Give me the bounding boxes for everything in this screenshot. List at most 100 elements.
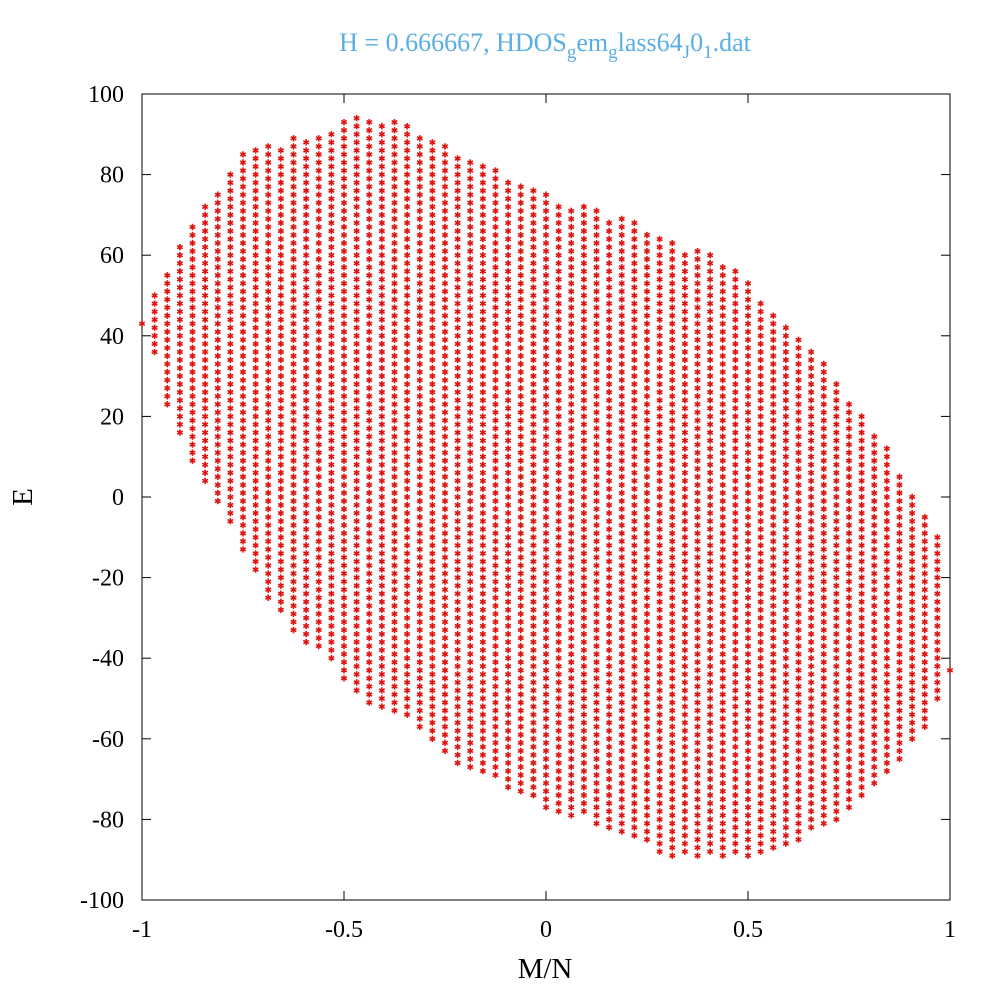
data-point xyxy=(542,530,550,537)
data-point xyxy=(643,376,651,384)
data-point xyxy=(290,352,297,360)
data-point xyxy=(605,558,613,565)
data-point xyxy=(820,804,827,811)
data-point xyxy=(631,816,638,823)
data-point xyxy=(265,384,272,392)
data-point xyxy=(681,260,689,267)
data-point xyxy=(706,389,714,396)
data-point xyxy=(391,199,398,207)
data-point xyxy=(328,211,335,219)
data-point xyxy=(782,526,790,533)
data-point xyxy=(530,542,537,549)
data-point xyxy=(252,179,259,186)
data-point xyxy=(568,272,575,279)
data-point xyxy=(580,421,588,428)
data-point xyxy=(429,300,436,307)
data-point xyxy=(744,699,752,706)
data-point xyxy=(580,727,588,734)
data-point xyxy=(530,477,537,485)
data-point xyxy=(681,429,689,436)
data-point xyxy=(580,711,588,718)
data-point xyxy=(706,630,714,638)
data-point xyxy=(782,517,790,525)
data-point xyxy=(871,715,878,722)
data-point xyxy=(681,348,689,356)
data-point xyxy=(782,703,790,710)
data-point xyxy=(530,663,537,670)
data-point xyxy=(719,433,726,440)
data-point xyxy=(391,272,398,279)
data-point xyxy=(858,622,865,630)
data-point xyxy=(757,413,764,420)
data-point xyxy=(555,251,562,259)
data-point xyxy=(164,352,171,360)
data-point xyxy=(883,759,891,767)
data-point xyxy=(732,824,739,831)
data-point xyxy=(252,235,259,243)
data-point xyxy=(353,276,360,283)
data-point xyxy=(618,642,625,650)
data-point xyxy=(265,546,272,553)
data-point xyxy=(416,481,423,489)
data-point xyxy=(315,513,322,521)
data-point xyxy=(770,473,777,481)
data-point xyxy=(883,534,891,541)
data-point xyxy=(669,787,676,795)
data-point xyxy=(643,368,651,376)
data-point xyxy=(340,449,348,456)
data-point xyxy=(290,546,297,553)
data-point xyxy=(757,308,764,315)
data-point xyxy=(492,634,499,642)
data-point xyxy=(504,775,512,783)
data-point xyxy=(833,413,840,420)
data-point xyxy=(328,638,335,646)
data-point xyxy=(744,683,752,690)
data-point xyxy=(706,775,714,783)
data-point xyxy=(353,566,360,573)
data-point xyxy=(403,203,411,211)
data-point xyxy=(164,312,171,319)
data-point xyxy=(770,376,777,384)
data-point xyxy=(530,340,537,348)
data-point xyxy=(239,368,247,376)
data-point xyxy=(833,429,840,436)
data-point xyxy=(631,582,638,589)
data-point xyxy=(429,711,436,718)
data-point xyxy=(189,264,196,271)
data-point xyxy=(631,703,638,710)
data-point xyxy=(770,368,777,376)
data-point xyxy=(795,667,802,674)
data-point xyxy=(441,449,449,456)
data-point xyxy=(605,614,613,622)
data-point xyxy=(643,280,651,287)
data-point xyxy=(618,554,625,561)
data-point xyxy=(403,477,411,485)
data-point xyxy=(542,683,550,690)
data-point xyxy=(315,554,322,561)
data-point xyxy=(151,340,158,348)
data-point xyxy=(643,602,651,610)
data-point xyxy=(807,743,815,751)
data-point xyxy=(366,538,373,545)
data-point xyxy=(391,336,398,344)
data-point xyxy=(807,348,815,356)
data-point xyxy=(214,247,221,255)
data-point xyxy=(555,405,562,412)
data-point xyxy=(845,642,853,650)
data-point xyxy=(593,610,600,618)
data-point xyxy=(719,659,726,666)
data-point xyxy=(378,179,386,186)
data-point xyxy=(454,517,461,525)
data-point xyxy=(669,634,676,642)
data-point xyxy=(378,139,386,146)
data-point xyxy=(492,288,499,295)
data-point xyxy=(618,280,625,287)
data-point xyxy=(302,372,310,380)
data-point xyxy=(366,449,373,456)
data-point xyxy=(669,659,676,666)
data-point xyxy=(265,288,272,295)
data-point xyxy=(555,727,562,734)
data-point xyxy=(454,469,461,477)
data-point xyxy=(744,288,752,295)
data-point xyxy=(403,268,411,275)
